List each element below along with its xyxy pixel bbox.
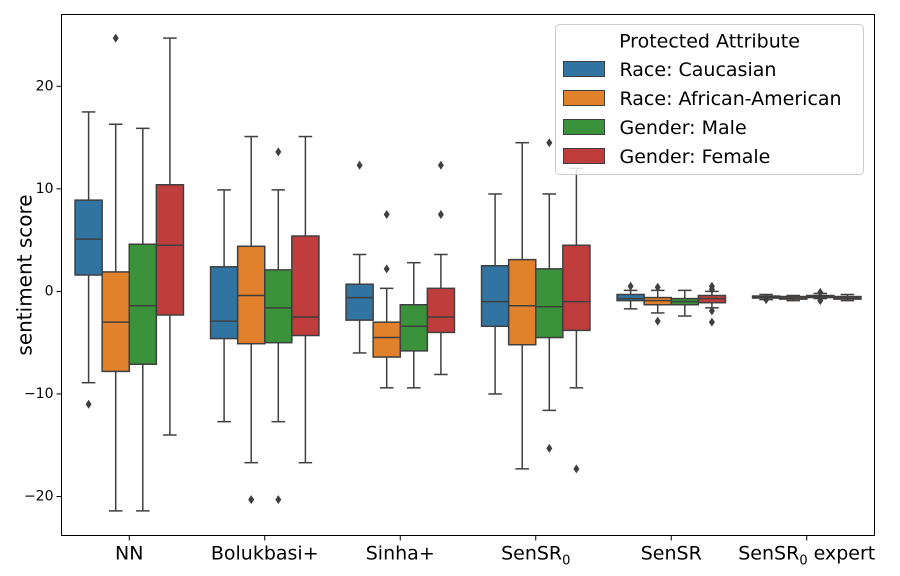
- outlier-point: [112, 33, 119, 43]
- outlier-point: [763, 295, 770, 305]
- outlier-point: [356, 160, 363, 170]
- x-tick-label: NN: [115, 543, 143, 565]
- box-race-caucasian-2: [345, 160, 374, 354]
- box-iqr: [74, 199, 103, 276]
- legend-swatch: [563, 61, 605, 77]
- box-plot-marks: [74, 33, 862, 512]
- y-tick-label: 0: [45, 283, 54, 299]
- y-tick-label: 20: [36, 78, 54, 94]
- box-gender-female-4: [697, 281, 727, 327]
- legend-entry-label: Race: African-American: [620, 88, 842, 110]
- box-iqr: [426, 287, 456, 334]
- outlier-point: [275, 495, 282, 505]
- box-race-african-american-2: [372, 209, 401, 389]
- legend-entry-label: Gender: Female: [620, 146, 771, 168]
- outlier-point: [654, 282, 661, 292]
- y-tick-label: −10: [24, 386, 54, 402]
- y-axis-label: sentiment score: [13, 194, 37, 355]
- outlier-point: [627, 281, 634, 291]
- x-tick-label: SenSR0: [501, 543, 570, 569]
- outlier-point: [383, 264, 390, 274]
- outlier-point: [275, 147, 282, 157]
- box-gender-male-0: [128, 127, 158, 512]
- x-axis-ticks: NN Bolukbasi+ Sinha+ SenSR0 SenSR SenSR0 expe…: [115, 535, 875, 569]
- x-tick-label: Bolukbasi+: [211, 543, 319, 565]
- legend-swatch: [563, 90, 605, 106]
- legend: Protected Attribute Race: Caucasian Race: …: [555, 24, 864, 175]
- legend-swatch: [563, 148, 605, 164]
- box-race-african-american-1: [236, 135, 266, 505]
- outlier-point: [708, 284, 715, 294]
- outlier-point: [708, 306, 715, 316]
- legend-entry-label: Race: Caucasian: [620, 59, 777, 81]
- box-gender-male-5: [806, 287, 835, 306]
- x-tick-label: Sinha+: [366, 543, 435, 565]
- box-race-african-american-5: [778, 294, 808, 302]
- box-iqr: [209, 266, 239, 340]
- outlier-point: [248, 495, 255, 505]
- outlier-point: [817, 296, 824, 306]
- box-iqr: [372, 321, 401, 358]
- box-gender-male-1: [264, 147, 293, 505]
- box-iqr: [399, 303, 429, 352]
- box-gender-female-1: [291, 135, 320, 464]
- box-race-caucasian-4: [616, 281, 645, 310]
- outlier-point: [437, 209, 444, 219]
- box-gender-male-2: [399, 261, 429, 389]
- y-tick-label: 10: [36, 181, 54, 197]
- box-iqr: [480, 265, 510, 328]
- box-race-african-american-0: [101, 33, 131, 512]
- legend-entry-label: Gender: Male: [620, 117, 747, 139]
- legend-title: Protected Attribute: [619, 31, 800, 53]
- box-iqr: [264, 269, 293, 344]
- box-gender-male-4: [670, 289, 700, 317]
- box-iqr: [507, 258, 537, 346]
- outlier-point: [85, 399, 92, 409]
- outlier-point: [573, 464, 580, 474]
- outlier-point: [817, 287, 824, 297]
- box-race-african-american-3: [507, 141, 537, 470]
- box-iqr: [535, 268, 564, 339]
- plot-frame: [61, 14, 875, 536]
- box-gender-male-3: [535, 138, 564, 453]
- box-race-caucasian-5: [751, 293, 781, 305]
- x-tick-label: SenSR0 expert: [738, 543, 875, 569]
- y-axis-ticks: −20 −10 0 10 20: [24, 78, 62, 505]
- y-tick-label: −20: [24, 489, 54, 505]
- box-iqr: [128, 243, 158, 365]
- outlier-point: [546, 138, 553, 148]
- box-gender-female-0: [155, 37, 185, 436]
- outlier-point: [654, 316, 661, 326]
- box-iqr: [345, 283, 374, 321]
- box-race-caucasian-1: [209, 189, 239, 423]
- box-race-caucasian-3: [480, 193, 510, 395]
- outlier-point: [708, 317, 715, 327]
- outlier-point: [383, 209, 390, 219]
- legend-swatch: [563, 119, 605, 135]
- outlier-point: [437, 160, 444, 170]
- box-iqr: [616, 293, 645, 302]
- box-iqr: [291, 235, 320, 337]
- x-tick-label: SenSR: [641, 543, 702, 565]
- outlier-point: [546, 443, 553, 453]
- box-race-african-american-4: [643, 282, 673, 326]
- box-gender-female-2: [426, 160, 456, 376]
- box-race-caucasian-0: [74, 111, 103, 409]
- box-gender-female-5: [833, 293, 862, 302]
- box-iqr: [562, 244, 591, 332]
- legend-frame: [555, 24, 864, 175]
- box-gender-female-3: [562, 167, 591, 474]
- box-iqr: [155, 183, 185, 316]
